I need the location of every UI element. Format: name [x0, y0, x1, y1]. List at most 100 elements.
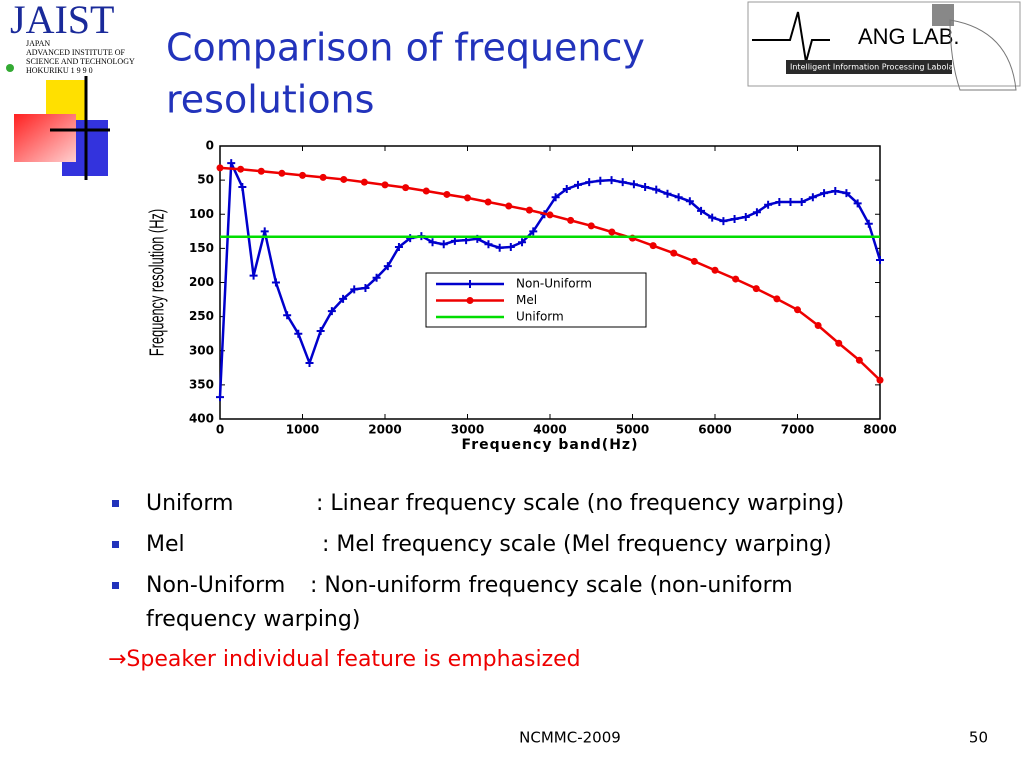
- marker-plus: [573, 180, 582, 189]
- marker-plus: [551, 193, 560, 202]
- marker-plus: [216, 393, 224, 402]
- marker-dot: [752, 285, 760, 293]
- y-tick-label: 100: [189, 207, 214, 221]
- marker-plus: [350, 285, 359, 294]
- marker-dot: [711, 266, 719, 274]
- bullet-term: Mel: [146, 532, 185, 557]
- marker-dot: [587, 222, 595, 230]
- footer: NCMMC-2009: [519, 729, 621, 747]
- marker-dot: [299, 171, 306, 179]
- logo-band: [786, 60, 952, 74]
- bullet: [112, 582, 119, 589]
- deco-red: [14, 114, 76, 162]
- slide-title: Comparison of frequency: [166, 26, 645, 70]
- logo-lab: ANG LAB.: [858, 24, 959, 49]
- y-tick-label: 50: [197, 173, 214, 187]
- marker-plus: [697, 206, 706, 215]
- marker-plus: [831, 187, 840, 196]
- marker-plus: [585, 178, 594, 187]
- marker-plus: [596, 176, 605, 185]
- marker-dot: [855, 356, 863, 364]
- marker-plus: [361, 283, 370, 292]
- marker-plus: [719, 217, 728, 226]
- y-tick-label: 250: [189, 309, 214, 323]
- marker-plus: [641, 182, 650, 191]
- marker-dot: [443, 190, 451, 198]
- logo-pulse: [752, 11, 830, 63]
- marker-plus: [383, 262, 392, 271]
- marker-plus: [797, 197, 806, 206]
- marker-dot: [732, 275, 740, 283]
- slide-title: resolutions: [166, 78, 374, 122]
- marker-plus: [562, 184, 571, 193]
- marker-plus: [607, 176, 616, 185]
- marker-plus: [372, 273, 381, 282]
- x-tick-label: 8000: [863, 423, 896, 437]
- x-tick-label: 6000: [698, 423, 731, 437]
- marker-dot: [464, 194, 471, 202]
- marker-plus: [339, 294, 348, 303]
- marker-dot: [876, 376, 884, 384]
- bullet-text: : Linear frequency scale (no frequency w…: [316, 491, 844, 516]
- marker-dot: [794, 306, 801, 314]
- logo-subtitle: Intelligent Information Processing Labol…: [790, 63, 970, 72]
- logo-line: ADVANCED INSTITUTE OF: [26, 48, 126, 57]
- marker-plus: [249, 271, 258, 280]
- bullet-text: : Mel frequency scale (Mel frequency war…: [322, 532, 832, 557]
- marker-dot: [505, 202, 513, 210]
- x-axis-label: Frequency band(Hz): [462, 437, 639, 453]
- x-tick-label: 1000: [286, 423, 319, 437]
- marker-plus: [618, 178, 627, 187]
- marker-dot: [484, 198, 492, 206]
- marker-plus: [394, 243, 403, 252]
- marker-dot: [608, 228, 616, 236]
- marker-plus: [752, 208, 761, 217]
- legend-label: Uniform: [516, 310, 564, 324]
- marker-dot: [649, 242, 657, 250]
- y-tick-label: 400: [189, 412, 214, 426]
- marker-plus: [786, 197, 795, 206]
- marker-dot: [381, 181, 389, 189]
- legend-label: Mel: [516, 293, 537, 307]
- marker-dot: [237, 165, 245, 173]
- marker-plus: [808, 193, 817, 202]
- bullet-text: frequency warping): [146, 607, 360, 632]
- logo-square: [932, 4, 954, 26]
- y-tick-label: 300: [189, 343, 214, 357]
- marker-dot: [360, 178, 368, 186]
- legend-label: Non-Uniform: [516, 277, 592, 291]
- y-tick-label: 200: [189, 275, 214, 289]
- marker-plus: [853, 199, 862, 208]
- logo-line: SCIENCE AND TECHNOLOGY: [26, 57, 135, 66]
- marker-dot: [257, 167, 265, 175]
- x-tick-label: 4000: [533, 423, 566, 437]
- conclusion: →Speaker individual feature is emphasize…: [108, 647, 581, 672]
- bullet: [112, 500, 119, 507]
- marker-dot: [690, 257, 698, 265]
- bullet-term: Uniform: [146, 491, 233, 516]
- y-tick-label: 350: [189, 377, 214, 391]
- marker-plus: [663, 189, 672, 198]
- marker-plus: [238, 182, 247, 191]
- marker-plus: [406, 234, 415, 243]
- x-tick-label: 3000: [451, 423, 484, 437]
- marker-plus: [764, 200, 773, 209]
- marker-plus: [741, 212, 750, 221]
- marker-dot: [773, 295, 781, 303]
- marker-plus: [652, 185, 661, 194]
- y-tick-label: 150: [189, 241, 214, 255]
- y-tick-label: 0: [206, 139, 214, 153]
- x-tick-label: 0: [216, 423, 224, 437]
- marker-dot: [525, 206, 533, 214]
- bullet: [112, 541, 119, 548]
- legend-marker: [466, 280, 474, 288]
- marker-plus: [685, 197, 694, 206]
- marker-plus: [327, 307, 336, 316]
- x-tick-label: 5000: [616, 423, 649, 437]
- marker-plus: [842, 189, 851, 198]
- marker-dot: [546, 211, 554, 219]
- marker-dot: [402, 184, 410, 192]
- marker-plus: [260, 227, 269, 236]
- marker-plus: [730, 215, 739, 224]
